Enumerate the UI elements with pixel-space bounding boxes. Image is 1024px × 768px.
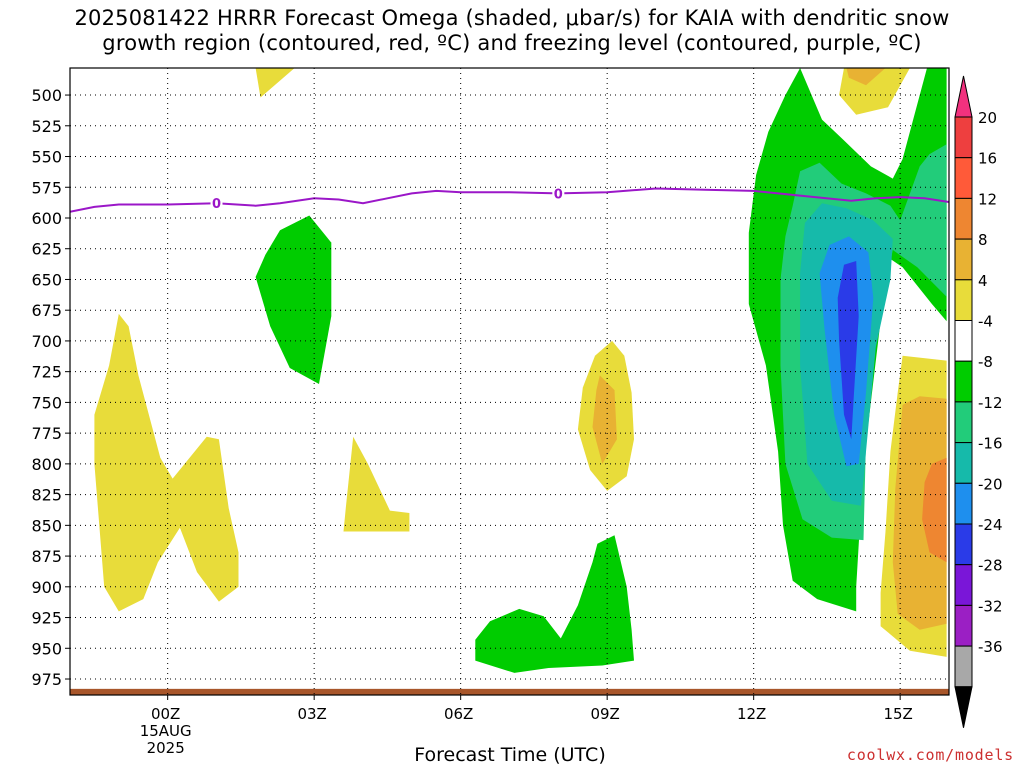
y-tick-label-13: 825 [31, 486, 62, 505]
omega-region-3 [343, 436, 410, 532]
colorbar-bin-7 [954, 360, 973, 403]
y-tick-label-4: 600 [31, 209, 62, 228]
colorbar-level-3: 8 [978, 231, 988, 249]
plot-frame [69, 67, 950, 696]
x-tick-label-2-0: 06Z [444, 705, 473, 723]
colorbar-bin-4 [954, 238, 973, 281]
y-tick-label-8: 700 [31, 332, 62, 351]
surface-strip [70, 688, 949, 695]
freezing-label-bg-0 [210, 195, 223, 211]
colorbar-level-9: -20 [978, 475, 1003, 493]
y-tick-label-0: 500 [31, 86, 62, 105]
axes: 500 525 550 575 600 625 650 675 700 725 750 775 800 8… [31, 67, 950, 757]
colorbar-level-13: -36 [978, 638, 1003, 656]
x-tick-label-0-1: 15AUG [140, 722, 192, 740]
y-tick-label-2: 550 [31, 148, 62, 167]
colorbar-level-12: -32 [978, 597, 1003, 615]
y-tick-label-9: 725 [31, 363, 62, 382]
freezing-level-label-0: 0 [212, 197, 221, 212]
x-tick-label-1-0: 03Z [297, 705, 326, 723]
colorbar-bin-0 [954, 75, 973, 118]
y-tick-label-10: 750 [31, 393, 62, 412]
colorbar-bin-13 [954, 604, 973, 647]
colorbar-level-5: -4 [978, 313, 993, 331]
y-tick-label-1: 525 [31, 117, 62, 136]
x-tick-label-5-0: 15Z [883, 705, 912, 723]
colorbar-bin-1 [954, 116, 973, 159]
y-tick-label-11: 775 [31, 424, 62, 443]
colorbar-bin-14 [954, 645, 973, 688]
omega-region-1 [255, 215, 332, 384]
y-tick-label-6: 650 [31, 270, 62, 289]
omega-region-15 [892, 396, 947, 630]
colorbar-bin-3 [954, 197, 973, 240]
source-credit: coolwx.com/models [846, 746, 1014, 764]
colorbar-level-1: 16 [978, 150, 997, 168]
x-tick-label-4-0: 12Z [737, 705, 766, 723]
freezing-level-label-1: 0 [554, 187, 563, 202]
y-tick-label-15: 875 [31, 547, 62, 566]
omega-region-0 [255, 68, 295, 98]
colorbar-bin-11 [954, 523, 973, 566]
colorbar-bin-15 [954, 686, 973, 728]
colorbar-level-0: 20 [978, 109, 997, 127]
chart-title-line-1: 2025081422 HRRR Forecast Omega (shaded, … [74, 6, 950, 30]
omega-region-13 [837, 261, 859, 440]
colorbar-level-6: -8 [978, 353, 993, 371]
colorbar-level-10: -24 [978, 516, 1003, 534]
colorbar-bin-5 [954, 279, 973, 321]
omega-region-6 [475, 535, 634, 673]
x-tick-label-3-0: 09Z [590, 705, 619, 723]
y-tick-label-18: 950 [31, 639, 62, 658]
x-tick-label-0-0: 00Z [151, 705, 180, 723]
freezing-level-line [70, 187, 949, 213]
colorbar-bin-6 [954, 320, 973, 362]
omega-region-8 [846, 68, 886, 86]
chart-title: 2025081422 HRRR Forecast Omega (shaded, … [0, 6, 1024, 56]
colorbar-bin-12 [954, 564, 973, 606]
chart-title-line-2: growth region (contoured, red, ºC) and f… [102, 31, 922, 55]
colorbar-level-11: -28 [978, 557, 1003, 575]
y-tick-label-3: 575 [31, 178, 62, 197]
colorbar: 20 16 12 8 4 -4 -8 -12 -16 -20 -24 -28 -32 -36 [954, 75, 1003, 728]
omega-region-2 [94, 313, 239, 612]
x-axis-label: Forecast Time (UTC) [414, 744, 606, 766]
y-tick-label-16: 900 [31, 578, 62, 597]
colorbar-level-4: 4 [978, 272, 988, 290]
y-tick-label-5: 625 [31, 240, 62, 259]
y-tick-label-19: 975 [31, 670, 62, 689]
y-tick-label-17: 925 [31, 609, 62, 628]
omega-region-16 [922, 457, 947, 563]
colorbar-bin-10 [954, 482, 973, 525]
y-tick-label-7: 675 [31, 301, 62, 320]
colorbar-bin-9 [954, 442, 973, 484]
colorbar-bin-8 [954, 401, 973, 444]
y-tick-label-14: 850 [31, 516, 62, 535]
x-tick-label-0-2: 2025 [147, 739, 185, 757]
plot-area: 00 [70, 68, 949, 695]
omega-region-5 [592, 375, 617, 464]
colorbar-bin-2 [954, 157, 973, 199]
y-tick-label-12: 800 [31, 455, 62, 474]
colorbar-level-7: -12 [978, 394, 1003, 412]
colorbar-level-8: -16 [978, 435, 1003, 453]
freezing-label-bg-1 [552, 185, 565, 201]
colorbar-level-2: 12 [978, 190, 997, 208]
